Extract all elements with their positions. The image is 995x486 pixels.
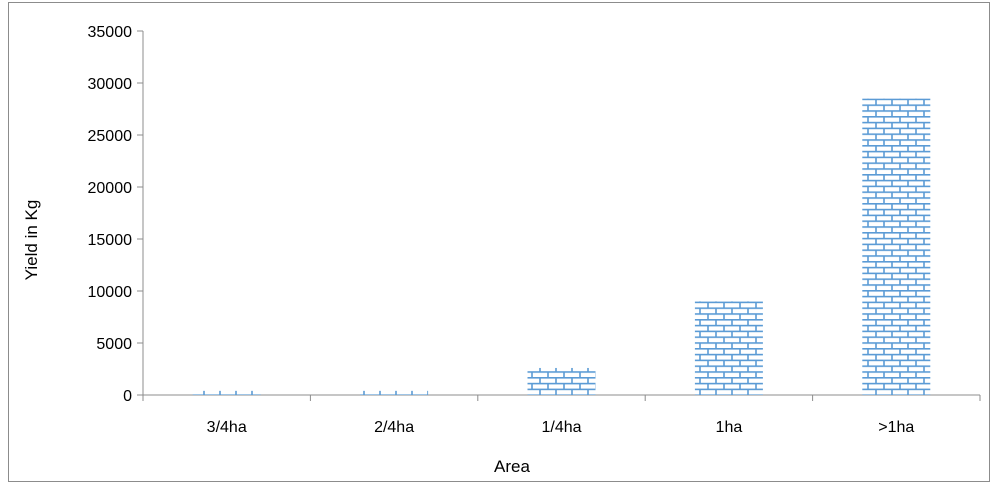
y-tick-label: 5000 bbox=[96, 336, 132, 353]
y-axis-ticks: 0 5000 10000 15000 20000 25000 30000 35000 bbox=[88, 24, 143, 405]
x-tick-label: 2/4ha bbox=[374, 419, 414, 436]
y-tick-label: 35000 bbox=[88, 24, 133, 41]
x-tick-label: >1ha bbox=[878, 419, 914, 436]
x-tick-label: 1/4ha bbox=[541, 419, 581, 436]
x-axis-ticks: 3/4ha 2/4ha 1/4ha 1ha >1ha bbox=[142, 395, 981, 436]
bars bbox=[192, 98, 931, 395]
y-tick-label: 20000 bbox=[88, 180, 133, 197]
bar-1ha bbox=[862, 98, 931, 395]
y-tick-label: 25000 bbox=[88, 128, 133, 145]
bar-2-4ha bbox=[360, 390, 429, 395]
x-tick-label: 1ha bbox=[716, 419, 743, 436]
y-tick-label: 0 bbox=[123, 388, 132, 405]
x-tick-label: 3/4ha bbox=[207, 419, 247, 436]
y-tick-label: 15000 bbox=[88, 232, 133, 249]
x-axis-title: Area bbox=[494, 457, 530, 476]
bar-1-4ha bbox=[527, 367, 596, 395]
bar-1ha bbox=[694, 301, 763, 395]
chart-frame bbox=[8, 2, 990, 482]
y-axis-title: Yield in Kg bbox=[22, 200, 41, 281]
y-tick-label: 10000 bbox=[88, 284, 133, 301]
bar-3-4ha bbox=[192, 390, 261, 395]
y-tick-label: 30000 bbox=[88, 76, 133, 93]
axes bbox=[142, 31, 980, 396]
